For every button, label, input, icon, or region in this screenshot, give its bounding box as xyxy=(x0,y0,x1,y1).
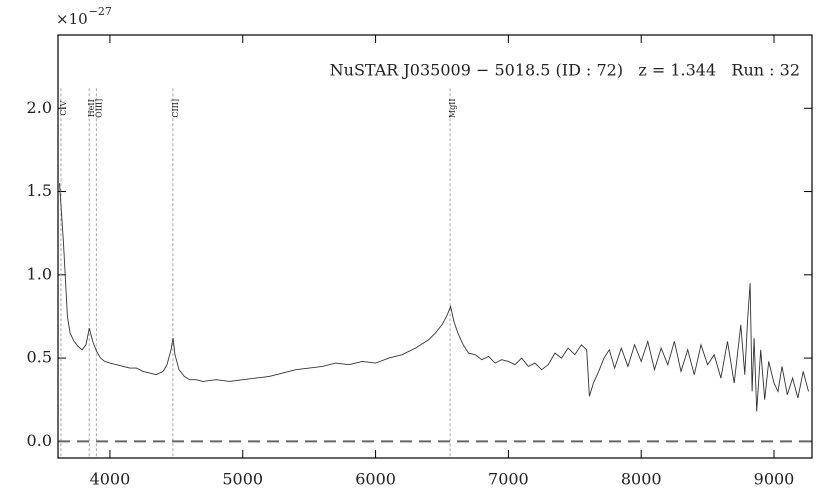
emission-line-label: CIII] xyxy=(171,99,180,118)
y-multiplier-exponent: −27 xyxy=(89,5,112,18)
x-tick-label: 5000 xyxy=(222,470,263,489)
y-tick-label: 1.5 xyxy=(27,181,52,200)
y-tick-label: 1.0 xyxy=(27,264,52,283)
y-tick-label: 0.5 xyxy=(27,348,52,367)
emission-line-label: MgII xyxy=(448,98,457,118)
plot-frame xyxy=(57,34,813,459)
x-tick-label: 7000 xyxy=(488,470,529,489)
spectrum-line xyxy=(59,183,809,412)
x-tick-label: 8000 xyxy=(621,470,662,489)
x-tick-label: 4000 xyxy=(90,470,131,489)
y-multiplier: ×10 xyxy=(56,10,88,28)
emission-line-label: OIII] xyxy=(94,99,103,118)
y-tick-label: 2.0 xyxy=(27,98,52,117)
emission-line-label: CIV xyxy=(59,101,68,116)
x-tick-label: 6000 xyxy=(355,470,396,489)
x-tick-label: 9000 xyxy=(754,470,795,489)
chart-title: NuSTAR J035009 − 5018.5 (ID : 72) z = 1.… xyxy=(330,61,800,80)
y-tick-label: 0.0 xyxy=(27,431,52,450)
emission-line-label: HeII xyxy=(87,99,96,117)
